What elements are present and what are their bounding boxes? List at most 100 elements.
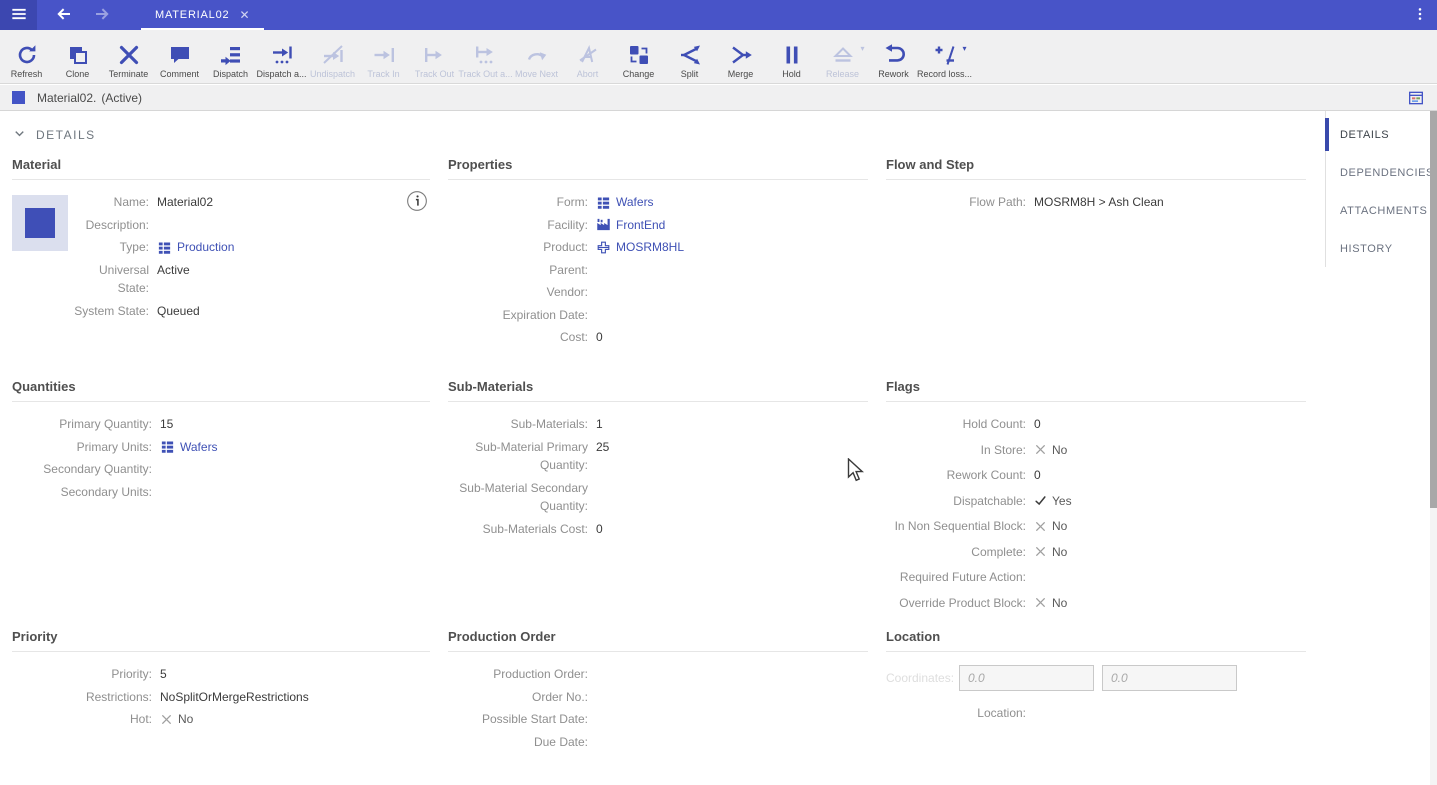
info-icon[interactable] <box>406 190 428 212</box>
toolbar-button-dispatch-a[interactable]: Dispatch a... <box>256 42 307 79</box>
section-flags: Flags Hold Count: 0 In Store: No Rework Count… <box>886 379 1306 629</box>
entity-status-badge: (Active) <box>101 90 143 105</box>
layout-panel-icon[interactable] <box>1407 90 1425 106</box>
field-row: System State: Queued <box>68 302 430 321</box>
vertical-scrollbar[interactable] <box>1430 111 1437 785</box>
field-row: Flow Path: MOSRM8H > Ash Clean <box>886 193 1306 212</box>
field-row: Expiration Date: <box>448 306 868 325</box>
field-label: In Store: <box>980 442 1026 457</box>
coordinate-input-y[interactable] <box>1102 665 1237 691</box>
field-value: 25 <box>596 439 610 454</box>
section-title: Location <box>886 629 1306 652</box>
sidebar-item-dependencies[interactable]: DEPENDENCIES <box>1326 154 1433 192</box>
field-label: Production Order: <box>493 667 588 681</box>
details-header-label: DETAILS <box>36 128 96 142</box>
change-icon <box>627 43 651 67</box>
top-app-bar: MATERIAL02 ✕ <box>0 0 1437 30</box>
toolbar-button-label: Rework <box>878 69 909 79</box>
field-value: 5 <box>160 667 167 681</box>
field-label: Hold Count: <box>962 417 1026 431</box>
toolbar-button-split[interactable]: Split <box>664 42 715 79</box>
move-next-icon <box>525 43 549 67</box>
field-row: Primary Quantity: 15 <box>12 415 430 434</box>
toolbar-button-rework[interactable]: Rework <box>868 42 919 79</box>
toolbar-button-hold[interactable]: Hold <box>766 42 817 79</box>
toolbar-button-label: Dispatch a... <box>256 69 307 79</box>
toolbar-button-track-out-a: Track Out a... <box>458 42 513 79</box>
coordinates-row: Coordinates: <box>886 665 1306 691</box>
field-label: In Non Sequential Block: <box>894 519 1026 533</box>
field-value: 0 <box>1034 417 1041 431</box>
sidebar-item-details[interactable]: DETAILS <box>1325 116 1431 154</box>
field-label: Parent: <box>549 262 588 277</box>
toolbar-button-record-loss[interactable]: ▾ Record loss... <box>917 42 972 79</box>
field-label: Coordinates: <box>886 671 955 685</box>
track-in-icon <box>372 43 396 67</box>
field-label: Universal State: <box>98 262 149 296</box>
tab-close-icon[interactable]: ✕ <box>239 8 251 22</box>
clone-icon <box>66 43 90 67</box>
sidebar-item-history[interactable]: HISTORY <box>1326 230 1431 268</box>
field-value: No <box>1052 442 1068 457</box>
toolbar-button-terminate[interactable]: Terminate <box>103 42 154 79</box>
toolbar-button-label: Undispatch <box>309 69 356 79</box>
field-label: Restrictions: <box>85 689 152 704</box>
field-row: Due Date: <box>448 733 868 752</box>
refresh-icon <box>15 43 39 67</box>
scrollbar-thumb[interactable] <box>1430 111 1437 508</box>
field-row: Product: MOSRM8HL <box>448 238 868 257</box>
field-label: Flow Path: <box>969 195 1026 209</box>
field-value-link[interactable]: Wafers <box>616 195 654 209</box>
tab-material02[interactable]: MATERIAL02 ✕ <box>141 0 265 30</box>
field-label: Secondary Quantity: <box>43 462 152 476</box>
abort-icon <box>576 43 600 67</box>
field-label: Priority: <box>111 667 152 681</box>
field-value-link[interactable]: FrontEnd <box>616 217 666 232</box>
kebab-menu-button[interactable] <box>1403 0 1437 30</box>
toolbar-button-refresh[interactable]: Refresh <box>1 42 52 79</box>
toolbar-button-change[interactable]: Change <box>613 42 664 79</box>
grid-icon <box>160 439 175 454</box>
hamburger-menu-button[interactable] <box>0 0 37 30</box>
field-value-link[interactable]: MOSRM8HL <box>616 240 685 254</box>
field-row: Sub-Materials: 1 <box>448 415 868 434</box>
field-row: Facility: FrontEnd <box>448 216 868 235</box>
undispatch-icon <box>321 43 345 67</box>
field-value: 1 <box>596 417 603 431</box>
toolbar-button-label: Track In <box>367 69 400 79</box>
coordinate-input-x[interactable] <box>959 665 1094 691</box>
field-value-link[interactable]: Production <box>177 240 235 254</box>
field-row: Universal State: Active <box>68 261 430 298</box>
field-row: Location: <box>886 704 1306 723</box>
field-label: Product: <box>543 240 588 254</box>
field-row: Required Future Action: <box>886 568 1306 587</box>
toolbar-button-comment[interactable]: Comment <box>154 42 205 79</box>
field-label: Sub-Materials: <box>510 417 588 431</box>
field-label: Expiration Date: <box>502 307 588 322</box>
entity-bar: Material02. (Active) <box>0 85 1437 111</box>
section-material: Material Name: Material02 Description: Type:… <box>12 157 430 379</box>
details-collapse-header[interactable]: DETAILS <box>12 126 1325 144</box>
field-value-link[interactable]: Wafers <box>180 439 218 454</box>
dispatch-icon <box>219 43 243 67</box>
toolbar-button-dispatch[interactable]: Dispatch <box>205 42 256 79</box>
field-label: Cost: <box>559 330 588 344</box>
entity-title: Material02. <box>37 90 97 105</box>
section-production-order: Production Order Production Order: Order N… <box>448 629 868 755</box>
x-icon <box>1034 596 1047 609</box>
section-title: Properties <box>448 157 868 180</box>
toolbar-button-clone[interactable]: Clone <box>52 42 103 79</box>
toolbar-button-merge[interactable]: Merge <box>715 42 766 79</box>
sidebar-item-label: HISTORY <box>1340 243 1393 255</box>
field-row: In Non Sequential Block: No <box>886 517 1306 536</box>
sidebar-item-attachments[interactable]: ATTACHMENTS <box>1326 192 1431 230</box>
field-label: Secondary Units: <box>60 484 152 499</box>
arrow-left-icon <box>55 5 73 26</box>
product-icon <box>596 240 611 255</box>
field-label: Sub-Material Secondary Quantity: <box>459 480 588 514</box>
field-label: Due Date: <box>533 734 588 749</box>
toolbar-button-label: Release <box>825 69 860 79</box>
back-button[interactable] <box>45 0 83 30</box>
toolbar-button-undispatch: Undispatch <box>307 42 358 79</box>
field-label: Hot: <box>129 712 152 726</box>
